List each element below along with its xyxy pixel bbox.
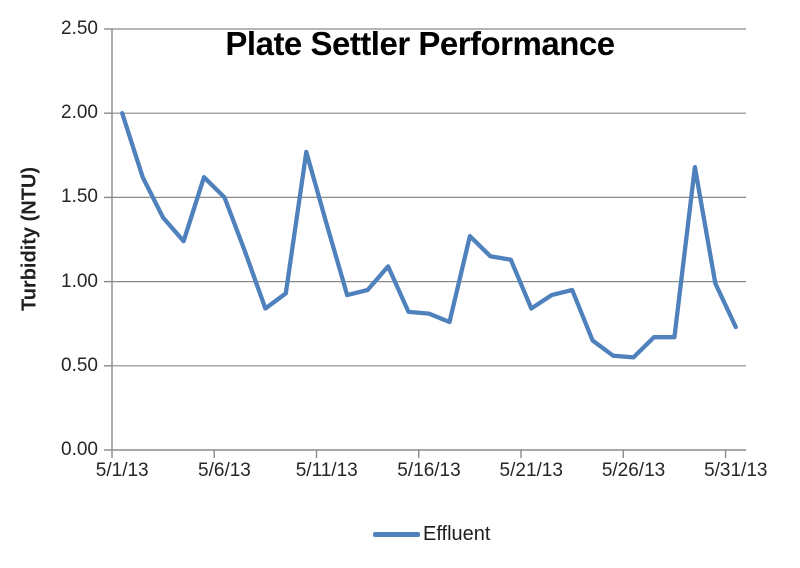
effluent-series-line (120, 111, 738, 360)
x-axis-label: 5/31/13 (704, 460, 768, 481)
x-axis-label: 5/1/13 (95, 460, 149, 481)
y-axis-label: 2.50 (61, 18, 98, 39)
x-axis-label: 5/26/13 (601, 460, 666, 481)
legend-label: Effluent (423, 523, 491, 545)
y-axis-label: 1.00 (61, 270, 98, 292)
x-axis-label: 5/16/13 (397, 460, 461, 481)
y-axis-label: 0.50 (61, 354, 98, 376)
x-axis-label: 5/6/13 (198, 460, 251, 481)
y-axis-label: 0.00 (61, 439, 98, 460)
y-axis-label: 2.00 (61, 102, 98, 124)
legend-line-icon (373, 532, 420, 537)
x-axis-label: 5/11/13 (295, 460, 358, 481)
chart-title: Plate Settler Performance (225, 25, 615, 62)
legend: Effluent (373, 523, 490, 546)
y-axis-label: 1.50 (61, 186, 98, 208)
x-axis-label: 5/21/13 (499, 460, 563, 481)
